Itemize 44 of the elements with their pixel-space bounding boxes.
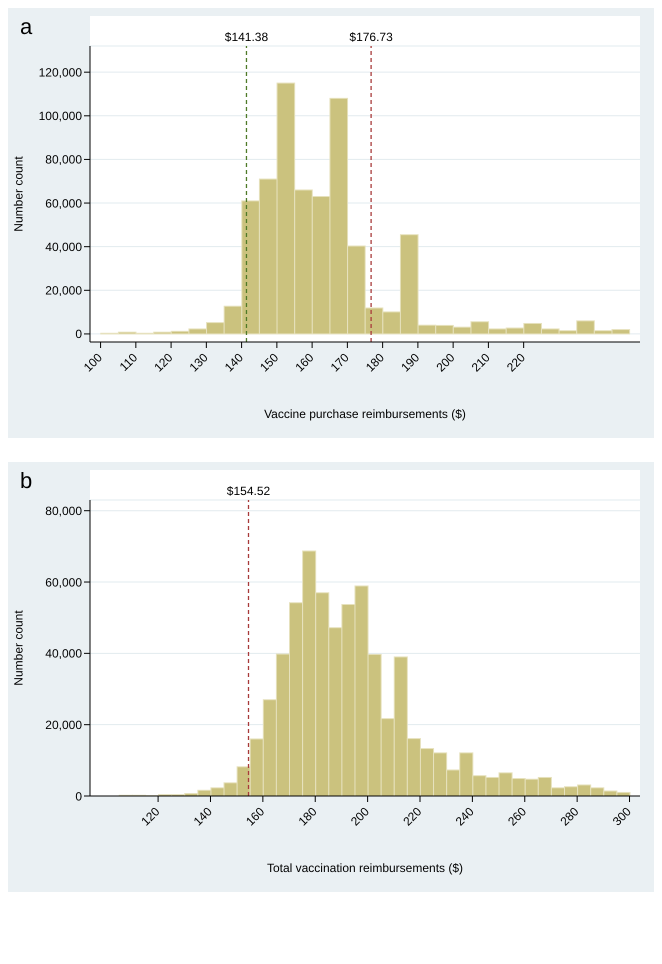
x-tick-label: 180 [296,804,320,829]
y-axis-title: Number count [11,156,26,232]
x-axis-title: Vaccine purchase reimbursements ($) [264,407,466,421]
x-tick-label: 160 [243,804,268,829]
x-tick-label: 110 [116,350,140,374]
x-tick-label: 160 [292,350,317,375]
y-tick-label: 0 [75,789,82,804]
chart-title: b [20,468,32,494]
y-tick-label: 80,000 [45,152,82,167]
x-tick-label: 100 [80,350,106,375]
ref-line-label: $154.52 [226,484,271,498]
ref-line-label: $176.73 [349,30,394,44]
y-tick-label: 40,000 [45,240,82,254]
y-tick-label: 20,000 [45,284,82,298]
y-tick-label: 60,000 [45,575,82,590]
x-tick-label: 220 [400,804,425,829]
x-tick-label: 300 [610,804,634,829]
y-tick-label: 40,000 [45,646,82,661]
x-tick-label: 260 [505,804,530,829]
x-tick-label: 200 [433,350,458,375]
x-tick-label: 200 [348,804,372,829]
y-tick-label: 0 [75,327,82,342]
x-axis-title: Total vaccination reimbursements ($) [266,861,464,875]
x-tick-label: 180 [362,350,388,375]
chart-title: a [20,14,32,40]
x-tick-label: 170 [328,350,352,375]
y-tick-label: 100,000 [38,109,82,124]
x-tick-label: 190 [398,350,422,375]
x-tick-label: 130 [186,350,211,375]
y-tick-label: 120,000 [38,65,82,80]
x-tick-label: 210 [468,350,493,375]
ref-line-label: $141.38 [224,30,268,44]
x-tick-label: 140 [222,350,246,375]
y-tick-label: 20,000 [45,718,82,732]
y-tick-label: 80,000 [45,504,82,518]
y-tick-label: 60,000 [45,196,82,210]
x-tick-label: 280 [557,804,582,829]
x-tick-label: 120 [151,350,176,375]
x-tick-label: 140 [190,804,216,829]
x-tick-label: 240 [452,804,477,829]
x-tick-label: 220 [504,350,528,375]
y-axis-title: Number count [11,610,26,686]
x-tick-label: 120 [138,804,163,829]
x-tick-label: 150 [257,350,282,375]
